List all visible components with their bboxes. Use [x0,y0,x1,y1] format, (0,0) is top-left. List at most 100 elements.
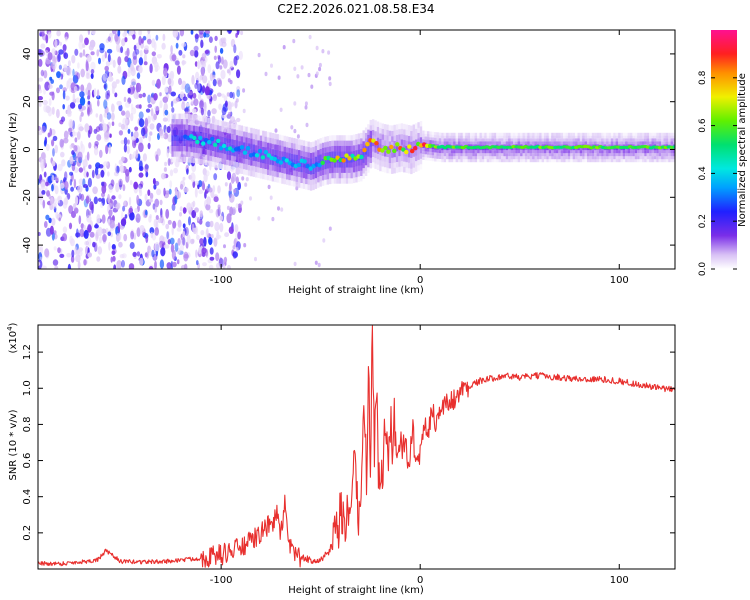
spectrogram-band-mark [398,129,401,135]
spectrogram-band-mark [503,153,506,160]
snr-x-axis-label: Height of straight line (km) [288,585,424,596]
spectrogram-noise-mark [226,213,232,224]
spectrogram-band-mark [644,132,647,139]
spectrogram-band-mark [197,120,200,127]
spectrogram-band-mark [190,146,193,153]
spectrogram-band-mark [190,114,193,120]
spectrogram-band-mark [625,132,628,139]
spectrogram-noise-mark [199,210,203,218]
spectrogram-noise-mark [101,184,107,194]
spectrogram-band-mark [453,138,456,145]
spectrogram-noise-mark [163,67,168,77]
spectrogram-band-mark [489,138,492,145]
spectrogram-band-mark [429,134,432,140]
spectrogram-band-mark [202,127,205,133]
spectrogram-band-mark [367,161,370,168]
spectrogram-noise-mark [110,179,115,187]
spectrogram-band-mark [651,153,654,160]
spectrogram-band-mark [264,163,267,169]
spectrogram-band-mark [498,156,501,163]
spectrogram-noise-mark [166,231,169,240]
spectrogram-band-mark [508,135,511,142]
spectrogram-band-mark [670,147,673,154]
spectrogram-band-mark [317,166,320,172]
spectrogram-band-mark [231,160,234,167]
spectrogram-noise-mark [93,88,97,97]
spectrogram-band-mark [618,135,621,142]
spectrogram-band-mark [653,141,657,148]
spectrogram-band-mark [544,150,547,157]
spectrogram-band-mark [319,148,322,155]
spectrogram-noise-mark [224,100,228,108]
spectrogram-band-mark [601,156,604,163]
spectrogram-band-mark [472,132,475,139]
spectrogram-band-mark [188,157,191,163]
spectrogram-band-mark [603,141,607,148]
spectrogram-band-mark [264,142,267,148]
spectrogram-band-mark [570,138,573,145]
spectrogram-band-mark [668,141,671,148]
spectrogram-band-mark [278,150,282,157]
spectrogram-ridge-mark [192,135,197,141]
spectrogram-band-mark [503,141,506,148]
spectrogram-band-mark [565,156,568,163]
spectrogram-noise-mark [177,219,182,228]
spectrogram-band-mark [381,123,384,129]
spectrogram-noise-mark [129,180,133,186]
spectrogram-band-mark [355,171,358,178]
spectrogram-noise-mark [147,103,153,108]
spectrogram-noise-mark [70,186,74,192]
spectrogram-noise-mark [59,253,65,258]
spectrogram-band-mark [436,135,439,141]
spectrogram-noise-mark [104,130,110,138]
spectrogram-band-mark [376,126,380,133]
spectrogram-noise-mark [63,130,69,140]
spectrogram-band-mark [673,141,675,148]
spectrogram-band-mark [214,135,217,141]
spectrogram-noise-mark [151,249,155,258]
spectrogram-band-mark [527,147,530,154]
spectrogram-band-mark [314,156,318,163]
spectrogram-noise-mark [155,154,159,162]
spectrogram-noise-mark [199,100,204,110]
spectrogram-noise-mark [136,227,141,238]
spectrogram-band-mark [625,141,628,148]
spectrogram-band-mark [391,141,394,147]
spectrogram-band-mark [532,135,535,142]
spectrogram-band-mark [575,141,578,148]
spectrogram-noise-mark [181,101,186,111]
spectrogram-band-mark [465,153,468,160]
spectrogram-band-mark [527,132,530,139]
spectrogram-band-mark [639,141,642,148]
spectrogram-band-mark [429,131,432,137]
spectrogram-band-mark [591,135,595,142]
spectrogram-band-mark [508,141,511,148]
spectrogram-band-mark [338,145,341,152]
spectrogram-band-mark [245,137,248,143]
spectrogram-band-mark [233,134,236,140]
spectrogram-noise-mark [146,251,150,259]
spectrogram-noise-mark [221,106,227,116]
spectrogram-band-mark [443,132,447,139]
spectrogram-band-mark [185,140,189,147]
spectrogram-band-mark [594,138,597,145]
spectrogram-band-mark [479,147,482,154]
spectrogram-band-mark [274,144,277,150]
spectrogram-band-mark [505,150,509,157]
spectrogram-band-mark [653,132,657,139]
spectrogram-band-mark [266,131,270,138]
spectrogram-noise-mark [121,75,126,86]
spectrogram-band-mark [307,157,310,164]
spectrogram-noise-mark [111,81,117,89]
spectrogram-band-mark [233,129,236,135]
spectrogram-band-mark [274,171,277,177]
spectrogram-noise-mark [105,60,111,67]
spectrogram-band-mark [424,139,427,146]
spectrogram-noise-mark [189,49,195,57]
spectrogram-band-mark [386,146,389,152]
spectrogram-band-mark [532,141,535,148]
spectrogram-band-mark [539,147,542,154]
spectrogram-band-mark [295,149,298,155]
spectrogram-band-mark [245,142,248,149]
spectrogram-noise-mark [198,189,204,194]
